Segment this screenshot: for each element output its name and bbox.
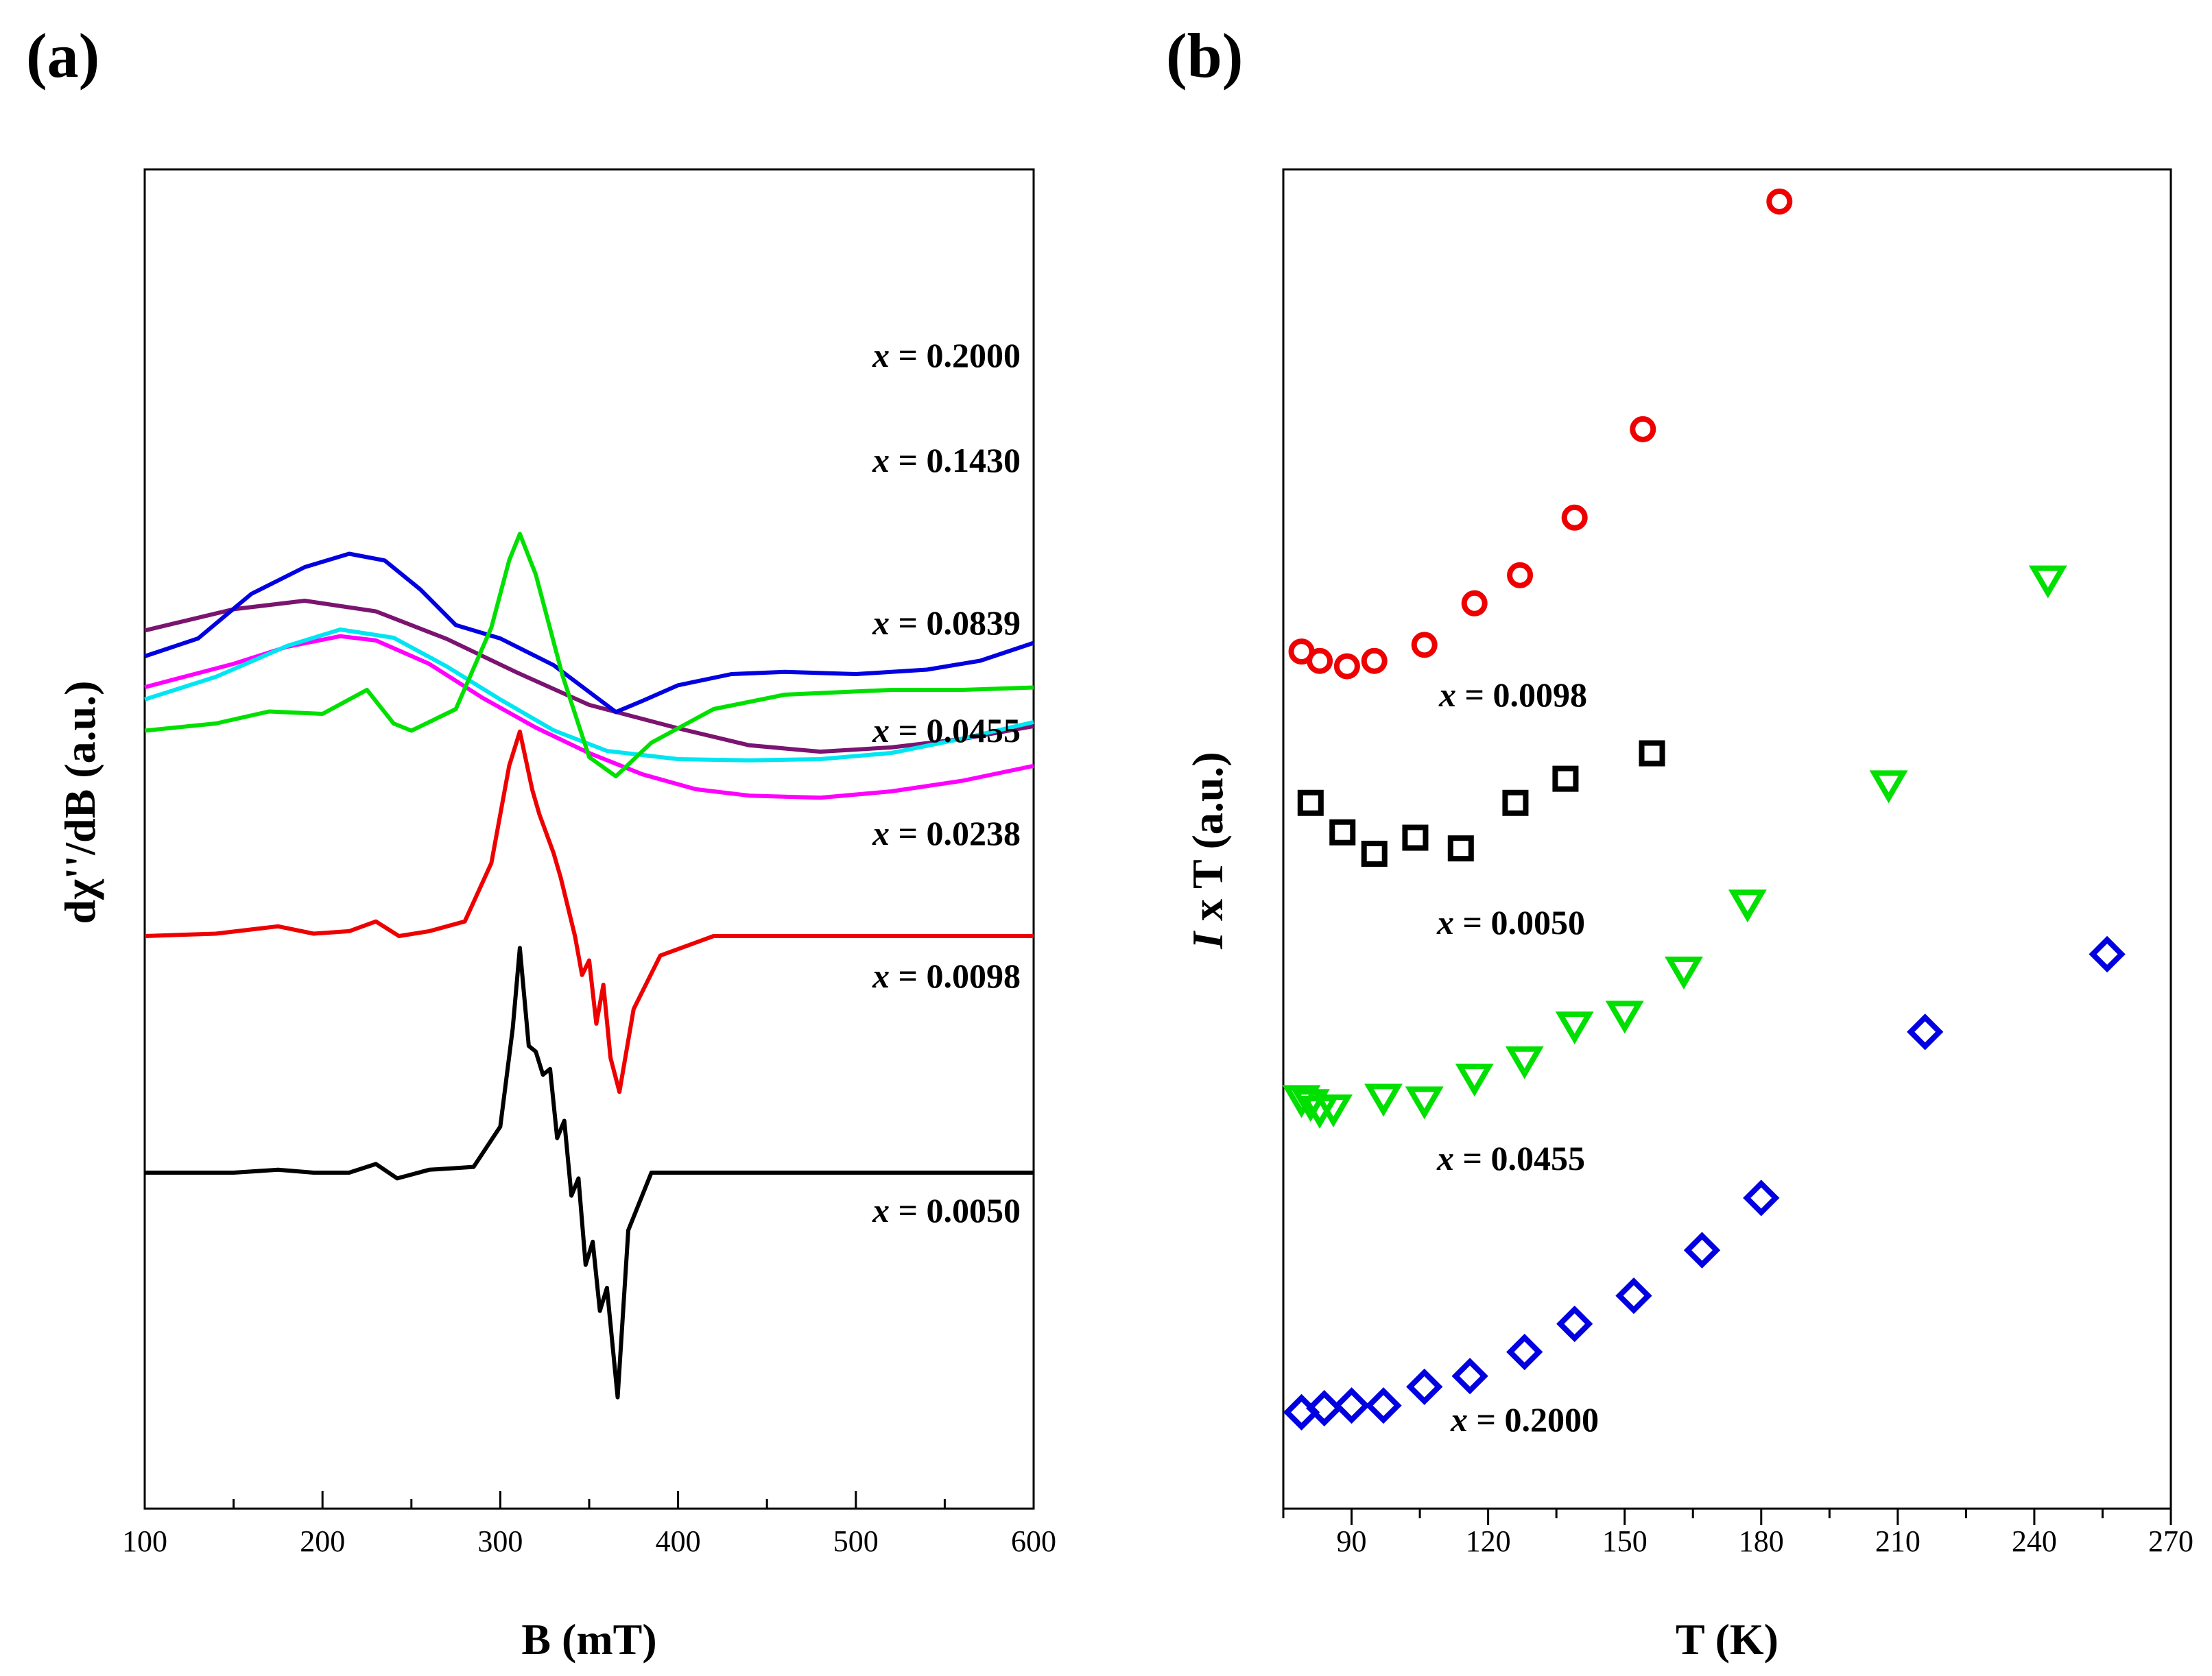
x-tick-label-a: 500	[833, 1524, 879, 1558]
data-point	[1683, 1232, 1721, 1269]
data-point	[1307, 647, 1333, 674]
data-point	[1406, 1368, 1443, 1405]
curve-label: x = 0.0098	[872, 957, 1021, 995]
x-tick-label-a: 100	[122, 1524, 167, 1558]
data-point	[1664, 956, 1703, 990]
data-point	[1461, 590, 1488, 616]
y-axis-title-b: I x T (a.u.)	[1183, 752, 1232, 950]
spectra-curves	[144, 531, 1034, 1400]
spectrum-curve	[145, 946, 1034, 1400]
data-point	[1561, 504, 1588, 531]
plot-frame-b	[1282, 168, 2172, 1510]
curve-label: x = 0.0455	[872, 711, 1021, 750]
series-label: x = 0.0050	[1436, 903, 1585, 942]
data-point	[1365, 1387, 1402, 1424]
data-point	[1314, 1094, 1353, 1127]
curve-label: x = 0.1430	[872, 441, 1021, 479]
data-point	[1291, 1089, 1330, 1123]
data-point	[1639, 740, 1665, 767]
data-point	[1402, 824, 1429, 851]
x-tick-label-a: 600	[1011, 1524, 1056, 1558]
data-point	[1555, 1011, 1594, 1044]
data-point	[1743, 1180, 1780, 1217]
data-point	[1306, 1389, 1343, 1427]
series-label: x = 0.0455	[1436, 1139, 1585, 1177]
data-point	[1552, 765, 1579, 792]
x-tick-label-b: 240	[2012, 1524, 2057, 1558]
curve-label: x = 0.2000	[872, 336, 1021, 374]
data-point	[1447, 835, 1474, 862]
series-label: x = 0.0098	[1438, 675, 1587, 714]
data-point	[1502, 789, 1529, 816]
data-point	[1361, 647, 1388, 674]
data-point	[1451, 1357, 1488, 1395]
data-point	[1630, 416, 1656, 442]
data-point	[1506, 1333, 1543, 1371]
x-axis-ticks-b: 90 120 150 180 210 240 270	[1282, 1509, 2193, 1558]
data-point	[1869, 770, 1908, 804]
y-axis-title-a: dχ''/dB (a.u.)	[56, 681, 104, 924]
data-point	[1333, 1387, 1370, 1424]
y-axis-title-b-italic: I	[1183, 931, 1232, 950]
x-axis-title-b: T (K)	[1676, 1615, 1779, 1664]
x-tick-label-a: 300	[477, 1524, 523, 1558]
data-point	[1364, 1084, 1403, 1117]
x-tick-label-b: 90	[1337, 1524, 1367, 1558]
data-point	[1361, 840, 1388, 867]
x-tick-label-b: 210	[1875, 1524, 1920, 1558]
x-tick-label-b: 120	[1466, 1524, 1511, 1558]
data-point	[1405, 1086, 1444, 1120]
data-point	[1297, 789, 1324, 816]
spectrum-curve	[144, 599, 1034, 754]
data-point	[1329, 819, 1356, 846]
x-tick-label-a: 200	[300, 1524, 345, 1558]
data-point	[1505, 1046, 1544, 1079]
panel-b-letter: (b)	[1166, 21, 1243, 91]
curve-label: x = 0.0050	[872, 1191, 1021, 1230]
x-tick-label-b: 150	[1602, 1524, 1648, 1558]
x-tick-label-b: 270	[2148, 1524, 2193, 1558]
x-axis-title-a: B (mT)	[521, 1615, 656, 1664]
spectrum-curve	[144, 627, 1034, 763]
data-point	[1507, 562, 1534, 588]
spectrum-curve	[144, 729, 1034, 1094]
data-point	[1556, 1305, 1593, 1343]
data-point	[2028, 565, 2067, 599]
scatter-points	[1282, 188, 2126, 1431]
spectrum-curve	[144, 531, 1034, 778]
y-axis-title-b-rest: x T (a.u.)	[1183, 752, 1232, 932]
data-point	[1766, 188, 1793, 215]
spectrum-curve	[144, 551, 1034, 715]
data-point	[1455, 1064, 1494, 1097]
spectrum-curve	[144, 634, 1034, 800]
panel-a-letter: (a)	[26, 21, 99, 91]
data-point	[1615, 1277, 1652, 1315]
x-tick-label-b: 180	[1739, 1524, 1784, 1558]
x-tick-label-a: 400	[656, 1524, 701, 1558]
data-point	[1907, 1014, 1944, 1051]
data-point	[1605, 1001, 1644, 1034]
data-point	[1411, 632, 1438, 658]
intensity-temperature-chart: 90 120 150 180 210 240 270 x = 0.0098 x = 0.005…	[1183, 168, 2193, 1664]
curve-labels: x = 0.2000 x = 0.1430 x = 0.0839 x = 0.0455…	[872, 336, 1021, 1230]
data-point	[1728, 889, 1767, 923]
curve-label: x = 0.0839	[872, 603, 1021, 642]
x-axis-ticks-a: 100 200 300 400 500 600	[122, 1491, 1056, 1558]
series-labels: x = 0.0098 x = 0.0050 x = 0.0455 x = 0.2000	[1436, 675, 1599, 1439]
data-point	[1333, 653, 1360, 680]
series-label: x = 0.2000	[1450, 1400, 1599, 1439]
data-point	[2089, 935, 2126, 973]
curve-label: x = 0.0238	[872, 814, 1021, 852]
